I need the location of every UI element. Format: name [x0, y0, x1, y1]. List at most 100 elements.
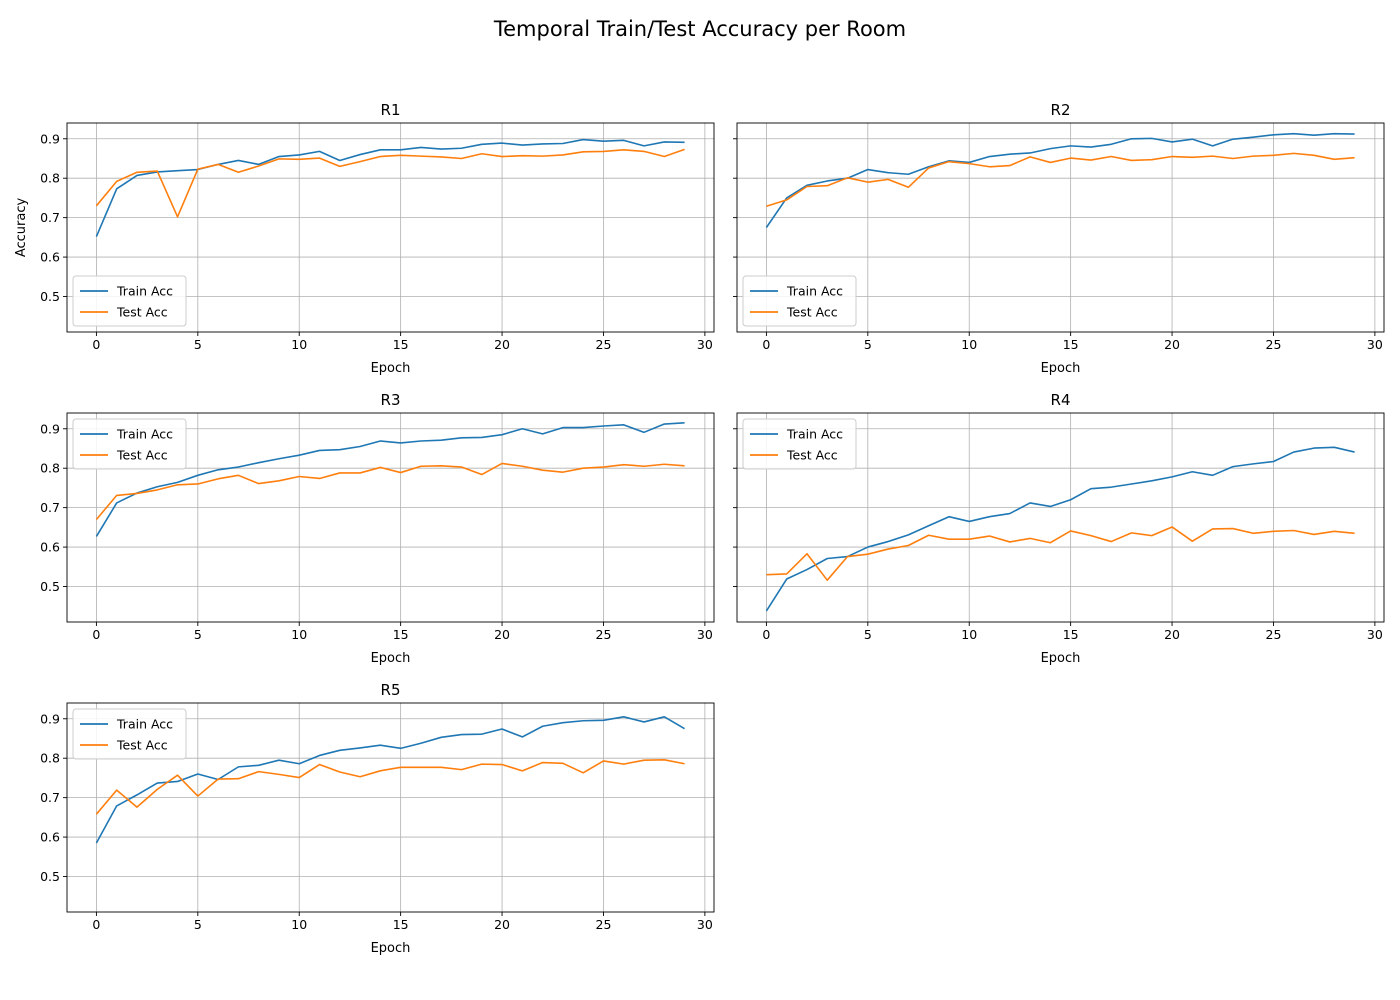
- x-axis-label: Epoch: [1041, 651, 1081, 666]
- series-line-train-acc: [765, 446, 1355, 612]
- axes-frame: [736, 122, 1385, 333]
- axes-frame: [66, 412, 715, 623]
- y-tick-label: 0.6: [40, 250, 60, 265]
- figure-title: Temporal Train/Test Accuracy per Room: [493, 17, 906, 41]
- series-line-test-acc: [95, 758, 685, 815]
- x-tick-label: 10: [961, 627, 977, 642]
- y-tick-label: 0.6: [40, 540, 60, 555]
- y-tick-label: 0.9: [40, 131, 60, 146]
- x-tick-label: 10: [291, 337, 307, 352]
- panel-r1: 0 5 10 15 20 25 30 0.5 0.6 0.7 0.8 0.9 R1 Epoch Accura…: [14, 101, 715, 376]
- series-line-test-acc: [766, 526, 1355, 582]
- series-line-train-acc: [95, 422, 685, 537]
- series-line-train-acc: [95, 138, 685, 237]
- legend-label: Train Acc: [116, 427, 173, 442]
- y-tick-label: 0.8: [40, 461, 60, 476]
- legend-label: Train Acc: [786, 284, 843, 299]
- panel-title-r4: R4: [1051, 391, 1071, 409]
- x-axis-label: Epoch: [1041, 361, 1081, 376]
- x-tick-label: 5: [864, 337, 872, 352]
- x-tick-label: 15: [393, 627, 409, 642]
- x-tick-label: 15: [1063, 627, 1079, 642]
- series-line-test-acc: [766, 152, 1355, 207]
- x-tick-label: 25: [1266, 337, 1282, 352]
- x-tick-label: 0: [92, 917, 100, 932]
- legend-box: [72, 275, 187, 327]
- legend-label: Test Acc: [786, 448, 838, 463]
- x-tick-label: 5: [194, 917, 202, 932]
- x-tick-label: 30: [1367, 627, 1383, 642]
- legend: Train Acc Test Acc: [742, 418, 857, 470]
- legend-label: Test Acc: [116, 738, 168, 753]
- x-tick-label: 0: [762, 627, 770, 642]
- panel-title-r3: R3: [381, 391, 401, 409]
- axes-frame: [66, 702, 715, 913]
- legend-label: Train Acc: [116, 284, 173, 299]
- panel-r2: 0 5 10 15 20 25 30 R2 Epoch Train Acc Test Acc: [733, 101, 1385, 376]
- legend-label: Train Acc: [786, 427, 843, 442]
- y-tick-label: 0.6: [40, 830, 60, 845]
- subplot-panels: 0 5 10 15 20 25 30 0.5 0.6 0.7 0.8 0.9 R1 Epoch Accura…: [14, 101, 1385, 956]
- y-tick-label: 0.5: [40, 289, 60, 304]
- axes-frame: [736, 412, 1385, 623]
- legend: Train Acc Test Acc: [742, 275, 857, 327]
- panel-r4: 0 5 10 15 20 25 30 R4 Epoch Train Acc Test Acc: [733, 391, 1385, 666]
- panel-title-r2: R2: [1051, 101, 1071, 119]
- panel-r3: 0 5 10 15 20 25 30 0.5 0.6 0.7 0.8 0.9 R3 Epoch Train …: [40, 391, 715, 666]
- panel-r5: 0 5 10 15 20 25 30 0.5 0.6 0.7 0.8 0.9 R5 Epoch Train …: [40, 681, 715, 956]
- series-line-train-acc: [765, 132, 1355, 228]
- x-tick-label: 15: [393, 917, 409, 932]
- x-tick-label: 10: [961, 337, 977, 352]
- series-line-train-acc: [95, 715, 685, 844]
- y-tick-label: 0.8: [40, 751, 60, 766]
- x-tick-label: 30: [1367, 337, 1383, 352]
- y-tick-label: 0.5: [40, 579, 60, 594]
- legend-label: Test Acc: [116, 448, 168, 463]
- x-tick-label: 20: [1164, 337, 1180, 352]
- legend-label: Test Acc: [786, 305, 838, 320]
- x-tick-label: 0: [92, 627, 100, 642]
- x-tick-label: 30: [697, 337, 713, 352]
- legend-box: [742, 275, 857, 327]
- series-line-test-acc: [95, 148, 685, 218]
- y-tick-label: 0.9: [40, 421, 60, 436]
- x-tick-label: 25: [1266, 627, 1282, 642]
- y-tick-label: 0.8: [40, 171, 60, 186]
- x-tick-label: 30: [697, 627, 713, 642]
- x-tick-label: 5: [194, 627, 202, 642]
- legend-box: [742, 418, 857, 470]
- x-tick-label: 20: [1164, 627, 1180, 642]
- legend-box: [72, 418, 187, 470]
- legend: Train Acc Test Acc: [72, 418, 187, 470]
- x-tick-label: 15: [393, 337, 409, 352]
- y-tick-label: 0.7: [40, 210, 60, 225]
- x-tick-label: 25: [596, 337, 612, 352]
- x-tick-label: 20: [494, 917, 510, 932]
- y-tick-label: 0.9: [40, 711, 60, 726]
- y-axis-label: Accuracy: [14, 198, 29, 258]
- x-tick-label: 10: [291, 917, 307, 932]
- legend-label: Test Acc: [116, 305, 168, 320]
- x-tick-label: 5: [194, 337, 202, 352]
- x-tick-label: 20: [494, 627, 510, 642]
- x-tick-label: 5: [864, 627, 872, 642]
- y-tick-label: 0.7: [40, 500, 60, 515]
- x-tick-label: 0: [92, 337, 100, 352]
- x-axis-label: Epoch: [371, 361, 411, 376]
- y-tick-label: 0.7: [40, 790, 60, 805]
- panel-title-r5: R5: [381, 681, 401, 699]
- x-axis-label: Epoch: [371, 941, 411, 956]
- legend-box: [72, 708, 187, 760]
- y-tick-label: 0.5: [40, 869, 60, 884]
- x-axis-label: Epoch: [371, 651, 411, 666]
- legend: Train Acc Test Acc: [72, 275, 187, 327]
- x-tick-label: 25: [596, 627, 612, 642]
- axes-frame: [66, 122, 715, 333]
- x-tick-label: 20: [494, 337, 510, 352]
- x-tick-label: 10: [291, 627, 307, 642]
- x-tick-label: 0: [762, 337, 770, 352]
- panel-title-r1: R1: [381, 101, 401, 119]
- legend: Train Acc Test Acc: [72, 708, 187, 760]
- x-tick-label: 30: [697, 917, 713, 932]
